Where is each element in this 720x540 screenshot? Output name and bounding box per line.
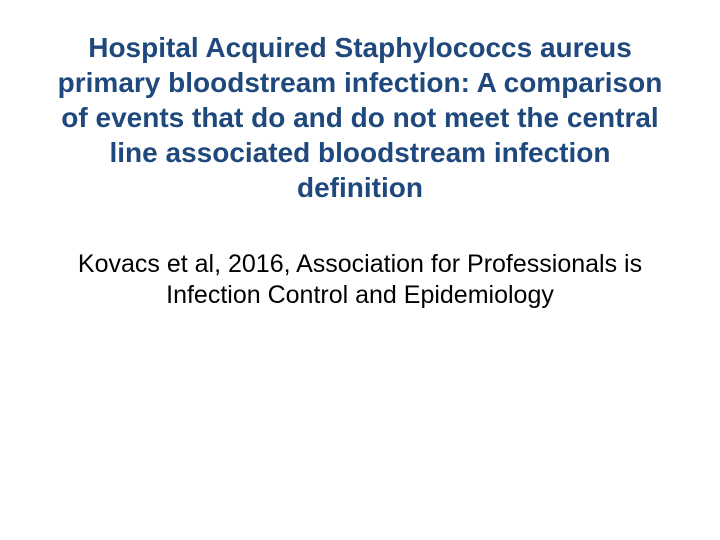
slide: Hospital Acquired Staphylococcs aureus p… <box>0 0 720 540</box>
slide-title: Hospital Acquired Staphylococcs aureus p… <box>50 30 670 205</box>
slide-citation: Kovacs et al, 2016, Association for Prof… <box>60 249 660 312</box>
